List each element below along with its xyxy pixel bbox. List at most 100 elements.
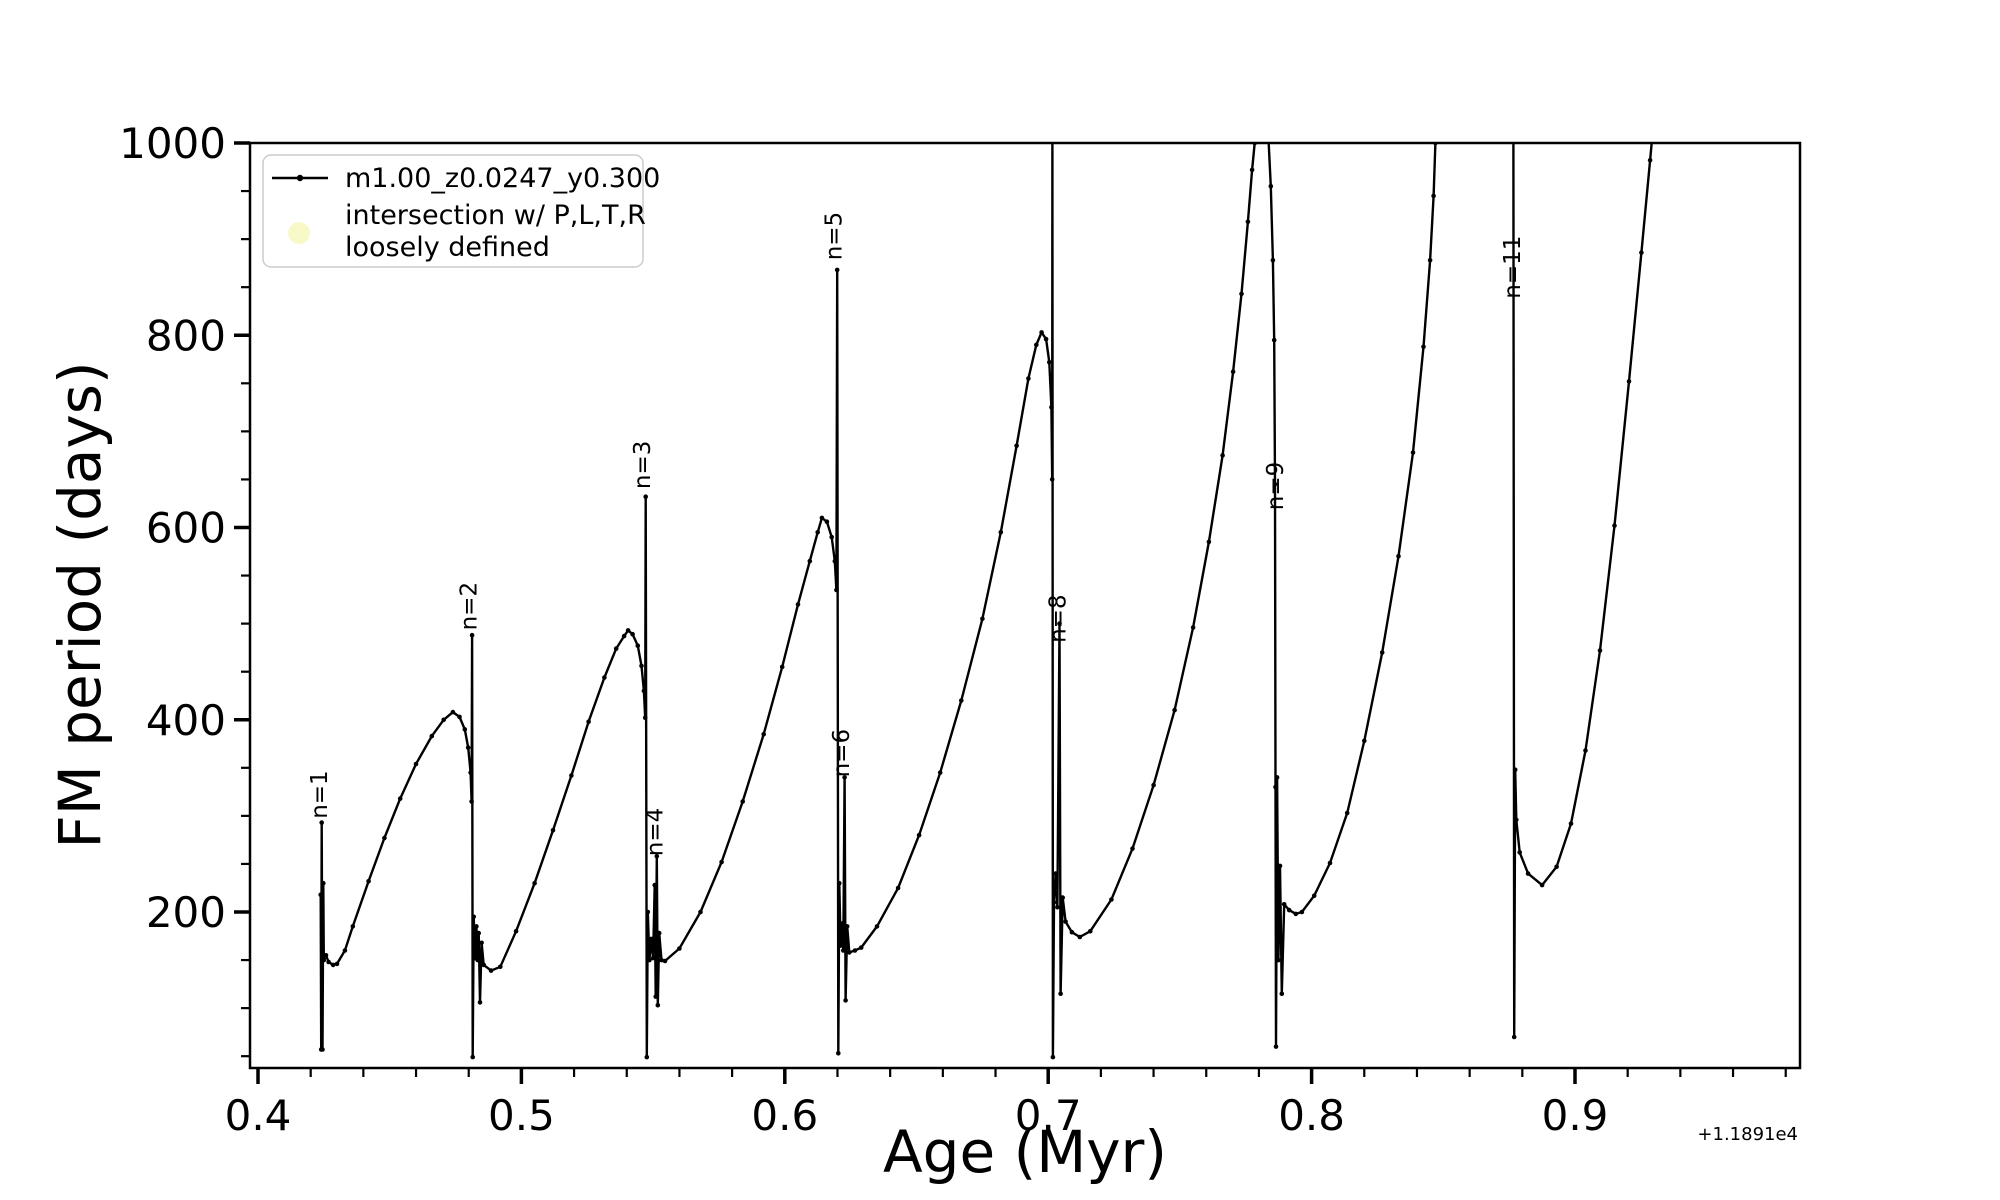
- series-point-marker: [852, 948, 858, 953]
- series-point-marker: [1279, 991, 1285, 996]
- series-point-marker: [761, 731, 766, 737]
- series-point-marker: [602, 675, 607, 680]
- annotation-n2: n=2: [457, 582, 483, 630]
- series-point-marker: [382, 835, 387, 841]
- series-point-marker: [1014, 443, 1019, 449]
- x-tick-label: 0.4: [225, 1091, 292, 1140]
- series-point-marker: [740, 799, 745, 804]
- legend: m1.00_z0.0247_y0.300 intersection w/ P,L…: [262, 154, 660, 268]
- series-point-marker: [1050, 1054, 1056, 1060]
- series-point-marker: [569, 773, 574, 778]
- series-point-marker: [532, 880, 537, 886]
- series-point-marker: [1554, 864, 1559, 870]
- series-point-marker: [635, 643, 641, 648]
- series-point-marker: [832, 558, 838, 564]
- series-point-marker: [639, 663, 644, 669]
- annotation-n5: n=5: [821, 212, 847, 260]
- legend-entry2-label-line1: intersection w/ P,L,T,R: [345, 200, 646, 231]
- series-point-marker: [1568, 821, 1574, 826]
- series-point-marker: [586, 719, 591, 724]
- series-point-marker: [498, 964, 503, 970]
- series-point-marker: [462, 727, 468, 732]
- series-point-marker: [1039, 330, 1044, 335]
- series-point-marker: [471, 914, 477, 920]
- series-point-marker: [1034, 342, 1039, 348]
- series-point-marker: [457, 714, 462, 720]
- series-point-marker: [513, 928, 519, 934]
- legend-intersection-marker: [288, 222, 310, 244]
- series-point-marker: [1047, 359, 1052, 365]
- series-point-marker: [719, 859, 724, 865]
- series-point-marker: [470, 1054, 476, 1060]
- series-point-marker: [1612, 523, 1617, 528]
- series-point-marker: [779, 664, 785, 670]
- x-axis-offset-text: +1.1891e4: [1697, 1124, 1798, 1145]
- series-point-marker: [323, 953, 329, 958]
- series-point-marker: [1055, 904, 1060, 910]
- axes-spines: [248, 141, 1802, 1070]
- series-point-marker: [1274, 775, 1280, 780]
- series-point-marker: [1026, 376, 1031, 381]
- axis-ticks: [234, 141, 1787, 1084]
- series-point-marker: [824, 519, 830, 524]
- series-point-marker: [1431, 193, 1436, 199]
- series-point-marker: [450, 709, 456, 715]
- series-point-marker: [1257, 107, 1262, 112]
- series-point-marker: [650, 955, 656, 961]
- series-point-marker: [1230, 369, 1236, 375]
- series-point-marker: [1293, 911, 1299, 917]
- series-point-marker: [319, 820, 325, 825]
- series-point-marker: [613, 646, 619, 651]
- y-tick-label: 400: [146, 696, 226, 745]
- series-point-marker: [1069, 929, 1075, 935]
- series-point-marker: [836, 1051, 841, 1056]
- series-point-marker: [834, 267, 840, 273]
- y-tick-label: 600: [146, 504, 226, 553]
- series-point-marker: [656, 930, 662, 936]
- series-point-marker: [677, 946, 682, 951]
- series-point-marker: [1511, 1034, 1517, 1040]
- plot-area: [250, 143, 1800, 1068]
- y-tick-label: 800: [146, 311, 226, 360]
- series-point-marker: [829, 534, 834, 540]
- series-point-marker: [320, 1047, 325, 1052]
- series-point-marker: [834, 587, 839, 593]
- series-point-marker: [441, 717, 447, 723]
- series-point-marker: [1626, 379, 1632, 384]
- series-point-marker: [841, 948, 846, 953]
- series-point-marker: [1327, 860, 1333, 866]
- x-tick-label: 0.7: [1015, 1091, 1082, 1140]
- series-point-marker: [652, 882, 657, 888]
- series-point-marker: [477, 1000, 483, 1005]
- series-point-marker: [625, 628, 631, 633]
- series-point-marker: [1051, 900, 1057, 905]
- series-point-marker: [1421, 344, 1426, 350]
- y-tick-label: 1000: [119, 119, 226, 168]
- series-point-marker: [1050, 136, 1055, 141]
- series-point-marker: [654, 853, 660, 859]
- series-point-marker: [1272, 481, 1278, 487]
- series-point-marker: [874, 924, 880, 929]
- series-point-marker: [326, 959, 331, 965]
- series-point-marker: [819, 515, 825, 521]
- series-point-marker: [630, 631, 635, 637]
- y-tick-label: 200: [146, 888, 226, 937]
- series-point-marker: [1427, 258, 1433, 263]
- series-point-marker: [959, 698, 964, 703]
- series-point-marker: [641, 688, 647, 694]
- series-point-marker: [1396, 554, 1401, 559]
- series-point-marker: [1239, 291, 1244, 297]
- series-point-marker: [839, 921, 845, 926]
- x-tick-label: 0.6: [751, 1091, 818, 1140]
- series-point-marker: [1270, 258, 1276, 263]
- series-point-marker: [844, 924, 850, 929]
- series-point-marker: [1311, 893, 1317, 898]
- series-point-marker: [1130, 846, 1135, 851]
- series-point-marker: [980, 616, 985, 622]
- series-point-marker: [321, 957, 327, 963]
- series-point-marker: [1271, 337, 1277, 343]
- series-point-marker: [366, 878, 371, 884]
- axis-tick-labels: 0.4 0.5 0.6 0.7 0.8 0.9 200 400 600 800 1000: [119, 119, 1608, 1140]
- series-point-marker: [1151, 782, 1156, 788]
